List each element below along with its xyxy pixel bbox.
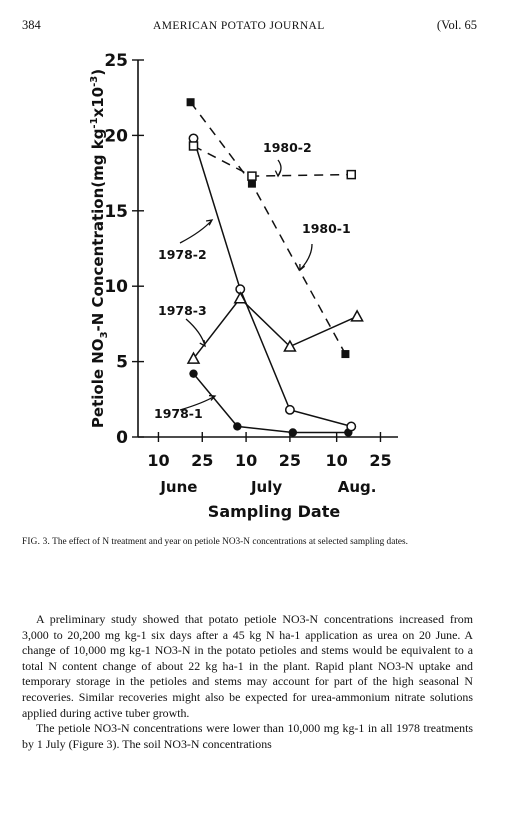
x-tick-label: 10 <box>147 451 169 470</box>
y-tick-label: 20 <box>104 126 128 146</box>
y-axis-title-main: Petiole NO <box>89 338 107 428</box>
data-point-1978-1 <box>189 369 198 378</box>
series-label-arrowhead-1978-2 <box>205 219 214 226</box>
y-tick-label: 5 <box>116 353 128 373</box>
month-label: July <box>250 478 282 496</box>
data-point-1980-1 <box>247 179 256 188</box>
body-text: A preliminary study showed that potato p… <box>22 612 473 752</box>
y-axis-title: Petiole NO3-N Concentration(mg kg-1x10-3… <box>89 69 110 428</box>
y-tick-label: 0 <box>116 428 128 448</box>
paragraph-2: The petiole NO3-N concentrations were lo… <box>22 721 473 751</box>
month-label: June <box>159 478 197 496</box>
data-point-1978-3 <box>233 291 248 304</box>
series-label-arrow-1978-2 <box>179 219 213 244</box>
series-label-1978-2: 1978-2 <box>158 247 207 262</box>
chart-axes <box>137 60 398 438</box>
series-label-arrowhead-1978-1 <box>208 394 217 401</box>
data-point-1978-3 <box>283 339 297 352</box>
data-point-1980-1 <box>186 98 195 107</box>
series-label-arrowhead-1978-3 <box>199 339 206 348</box>
data-point-1978-2 <box>284 404 295 415</box>
y-axis-title-multiplier: x10 <box>89 87 107 118</box>
series-line-1978-3 <box>192 297 358 360</box>
y-tick-label: 10 <box>104 277 128 297</box>
figure-caption: FIG. 3. The effect of N treatment and ye… <box>22 536 477 549</box>
x-tick-label: 25 <box>369 451 391 470</box>
series-label-arrow-1978-1 <box>179 395 216 411</box>
y-axis-title-mid: -N Concentration(mg kg <box>89 129 107 332</box>
series-label-1980-2: 1980-2 <box>263 140 312 155</box>
figure-3-chart: 0 5 10 15 20 25 10 25 10 25 10 25 June July Aug. Sampl… <box>89 51 398 521</box>
paragraph-1: A preliminary study showed that potato p… <box>22 612 473 720</box>
x-tick-label: 25 <box>191 451 213 470</box>
x-axis-title: Sampling Date <box>208 502 341 521</box>
series-line-1978-1 <box>192 373 349 434</box>
data-point-1978-2 <box>346 421 357 432</box>
y-tick-label: 15 <box>104 202 128 222</box>
series-label-arrowhead-1980-2 <box>274 170 282 178</box>
chart-labels: June July Aug. Sampling Date Petiole NO3-N C… <box>89 69 376 521</box>
series-label-1980-1: 1980-1 <box>302 221 351 236</box>
y-axis-title-superscript: -1 <box>89 117 100 128</box>
month-label: Aug. <box>338 478 377 496</box>
figure-caption-label: FIG. 3. <box>22 537 51 547</box>
x-tick-label: 10 <box>235 451 257 470</box>
data-point-1978-1 <box>233 422 242 431</box>
y-axis-title-subscript: 3 <box>99 331 110 338</box>
series-label-1978-1: 1978-1 <box>154 406 203 421</box>
series-label-1978-3: 1978-3 <box>158 303 207 318</box>
data-point-1978-3 <box>350 309 364 322</box>
series-label-arrow-1978-3 <box>185 318 206 347</box>
series-line-1978-2 <box>192 138 352 428</box>
running-header: 384 AMERICAN POTATO JOURNAL (Vol. 65 <box>22 18 477 34</box>
chart-series <box>186 98 364 437</box>
data-point-1980-2 <box>346 169 357 180</box>
data-point-1980-1 <box>341 350 350 359</box>
y-tick-label: 25 <box>104 51 128 71</box>
volume-label: (Vol. 65 <box>436 18 477 32</box>
series-label-arrowhead-1980-1 <box>299 263 306 272</box>
data-point-1978-1 <box>288 428 298 437</box>
chart-ticks: 0 5 10 15 20 25 10 25 10 25 10 25 <box>104 51 391 470</box>
figure-caption-text: The effect of N treatment and year on pe… <box>52 537 408 547</box>
y-axis-title-exponent: -3 <box>89 76 100 87</box>
page-number: 384 <box>22 18 41 32</box>
data-point-1980-2 <box>188 141 199 151</box>
data-point-1978-3 <box>186 351 201 364</box>
journal-title: AMERICAN POTATO JOURNAL <box>153 20 325 32</box>
series-label-arrow-1980-1 <box>299 243 313 271</box>
x-tick-label: 25 <box>279 451 301 470</box>
data-point-1980-2 <box>247 171 257 181</box>
x-tick-label: 10 <box>326 451 348 470</box>
y-axis-title-end: ) <box>89 69 107 76</box>
